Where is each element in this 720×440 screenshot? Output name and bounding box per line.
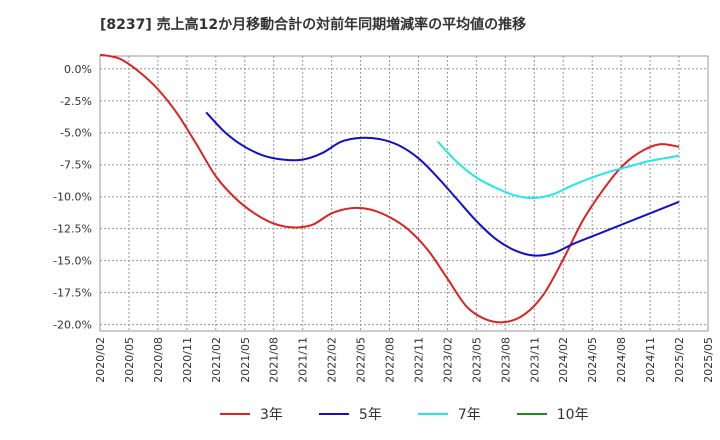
grid-lines <box>99 56 709 331</box>
legend-item: 10年 <box>516 404 589 424</box>
plot-area <box>99 55 709 332</box>
series-line <box>205 111 680 257</box>
y-tick-label: 0.0% <box>64 63 92 76</box>
y-axis-tick-labels: 0.0% -2.5% -5.0% -7.5% -10.0% -12.5% -15.0% -17… <box>53 63 92 332</box>
series-line <box>437 141 680 199</box>
y-tick-label: -15.0% <box>53 255 92 268</box>
x-tick-label: 2020/11 <box>181 337 194 383</box>
x-tick-label: 2022/08 <box>384 337 397 383</box>
series-lines <box>99 53 680 324</box>
y-tick-label: -2.5% <box>60 95 92 108</box>
y-tick-label: -17.5% <box>53 287 92 300</box>
series-line <box>99 53 680 324</box>
x-tick-label: 2021/11 <box>297 337 310 383</box>
legend-swatch <box>318 413 349 415</box>
y-tick-label: -5.0% <box>60 127 92 140</box>
x-tick-label: 2025/05 <box>702 337 715 383</box>
x-tick-label: 2022/11 <box>412 337 425 383</box>
x-axis-tick-labels: 2020/02 2020/05 2020/08 2020/11 2021/02 2021/… <box>94 337 715 383</box>
x-tick-label: 2024/02 <box>557 337 570 383</box>
x-tick-label: 2022/05 <box>355 337 368 383</box>
x-tick-label: 2024/05 <box>586 337 599 383</box>
x-tick-label: 2020/05 <box>123 337 136 383</box>
y-tick-label: -20.0% <box>53 319 92 332</box>
x-tick-label: 2023/02 <box>441 337 454 383</box>
x-tick-label: 2021/02 <box>210 337 223 383</box>
legend-item: 3年 <box>220 404 283 424</box>
legend-swatch <box>220 413 250 415</box>
y-tick-label: -7.5% <box>60 159 92 172</box>
legend: 3年 5年 7年 10年 <box>220 404 589 424</box>
legend-swatch <box>417 413 448 415</box>
x-tick-label: 2022/02 <box>326 337 339 383</box>
x-tick-label: 2023/05 <box>470 337 483 383</box>
x-tick-label: 2020/08 <box>152 337 165 383</box>
x-tick-label: 2023/11 <box>528 337 541 383</box>
x-tick-label: 2024/11 <box>644 337 657 383</box>
x-tick-label: 2023/08 <box>499 337 512 383</box>
y-tick-label: -12.5% <box>53 223 92 236</box>
legend-label: 5年 <box>358 407 382 423</box>
chart-title: [8237] 売上高12か月移動合計の対前年同期増減率の平均値の推移 <box>100 17 527 33</box>
legend-label: 7年 <box>457 407 481 423</box>
y-tick-label: -10.0% <box>53 191 92 204</box>
x-tick-label: 2020/02 <box>94 337 107 383</box>
legend-label: 3年 <box>260 407 283 423</box>
legend-item: 5年 <box>318 404 382 424</box>
legend-item: 7年 <box>417 404 481 424</box>
legend-swatch <box>516 413 547 415</box>
x-tick-label: 2025/02 <box>673 337 686 383</box>
x-tick-label: 2021/05 <box>239 337 252 383</box>
legend-label: 10年 <box>556 407 589 423</box>
x-tick-label: 2021/08 <box>268 337 281 383</box>
x-tick-label: 2024/08 <box>615 337 628 383</box>
